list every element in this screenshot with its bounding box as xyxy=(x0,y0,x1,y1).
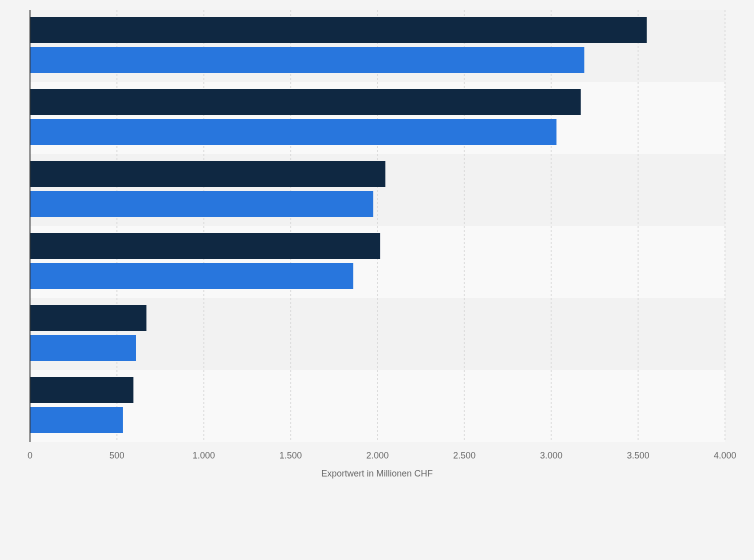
x-tick-label: 2.000 xyxy=(366,450,389,460)
bar xyxy=(30,47,585,73)
x-tick-label: 2.500 xyxy=(453,450,476,460)
x-tick-label: 4.000 xyxy=(714,450,737,460)
bar xyxy=(30,377,134,403)
bar xyxy=(30,17,647,43)
x-tick-label: 1.500 xyxy=(279,450,302,460)
x-tick-label: 1.000 xyxy=(192,450,215,460)
bar xyxy=(30,263,354,289)
bar xyxy=(30,191,374,217)
x-tick-label: 0 xyxy=(27,450,32,460)
bar xyxy=(30,407,123,433)
bar xyxy=(30,89,581,115)
bar xyxy=(30,119,557,145)
bar xyxy=(30,335,136,361)
bar xyxy=(30,161,386,187)
x-tick-label: 3.000 xyxy=(540,450,563,460)
bar xyxy=(30,233,381,259)
x-axis-title: Exportwert in Millionen CHF xyxy=(321,468,433,478)
bar xyxy=(30,305,147,331)
x-tick-label: 3.500 xyxy=(627,450,650,460)
x-tick-label: 500 xyxy=(109,450,124,460)
